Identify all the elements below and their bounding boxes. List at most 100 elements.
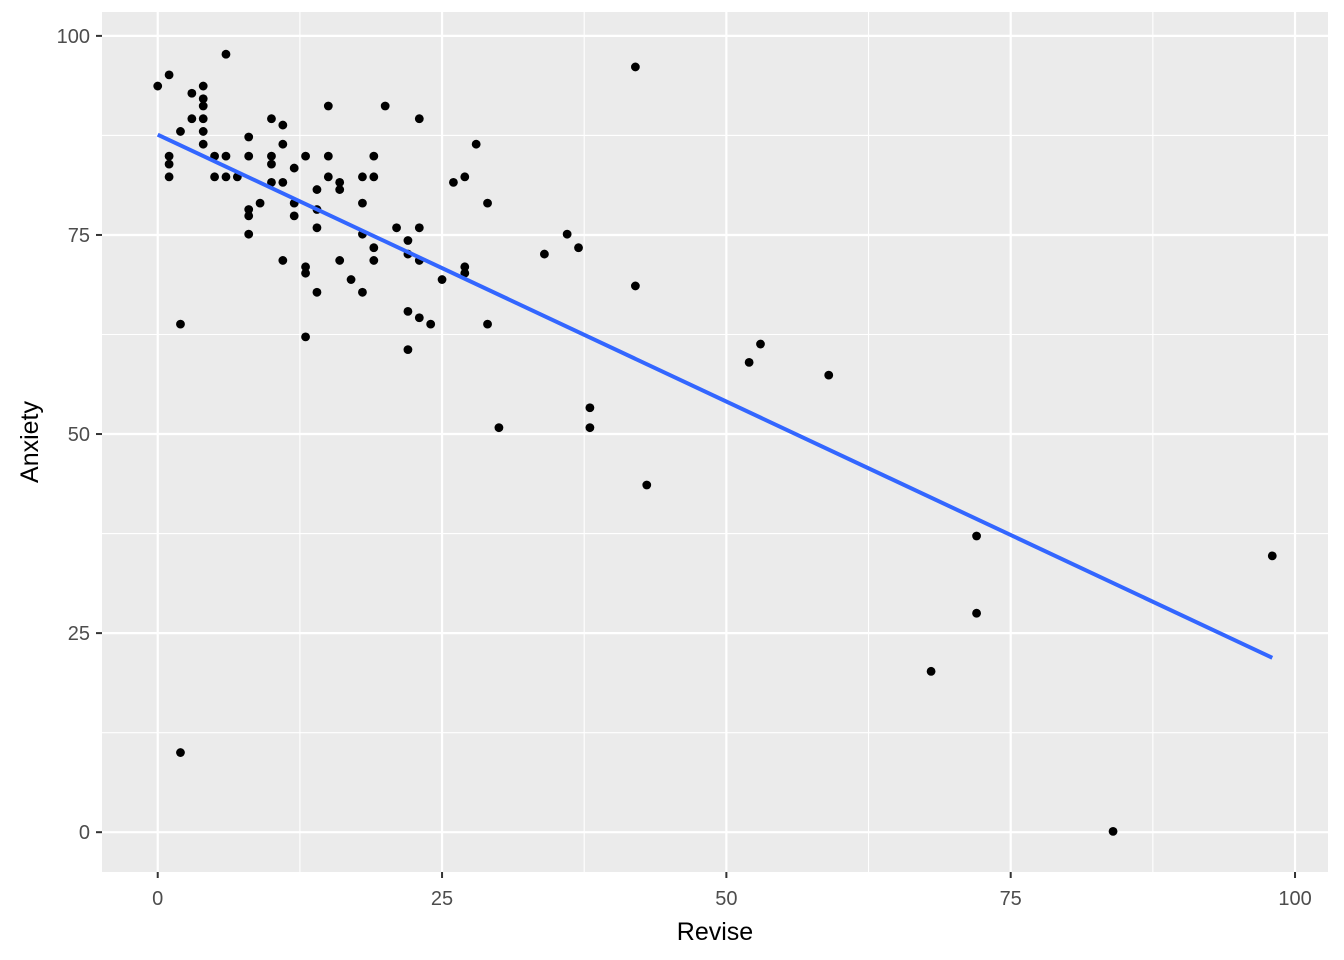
- data-point: [323, 172, 333, 182]
- data-point: [756, 339, 765, 349]
- data-point: [585, 423, 595, 433]
- data-point: [323, 151, 333, 161]
- data-point: [460, 172, 470, 182]
- data-point: [312, 287, 322, 297]
- x-tick-label: 0: [152, 888, 163, 910]
- y-tick-label: 100: [57, 26, 90, 48]
- y-tick-label: 50: [68, 424, 90, 446]
- x-tick-label: 75: [1000, 888, 1022, 910]
- y-axis-ticks: 0 25 50 75 100: [57, 26, 102, 844]
- data-point: [278, 139, 288, 149]
- y-tick-label: 25: [68, 623, 90, 645]
- data-point: [198, 114, 208, 124]
- data-point: [574, 243, 583, 253]
- data-point: [414, 223, 424, 233]
- trend-line: [156, 132, 1274, 660]
- data-point: [380, 101, 390, 111]
- y-tick-label: 0: [79, 822, 90, 844]
- data-point: [176, 748, 185, 757]
- data-point: [301, 268, 310, 278]
- data-point: [335, 178, 345, 187]
- data-point: [630, 281, 640, 291]
- data-point: [630, 62, 640, 72]
- data-point: [153, 81, 163, 91]
- data-point: [301, 332, 310, 342]
- data-point: [369, 151, 379, 161]
- data-point: [335, 256, 345, 265]
- data-point: [403, 345, 413, 355]
- data-point: [176, 127, 185, 136]
- data-point: [278, 178, 288, 187]
- data-point: [244, 229, 254, 239]
- data-point: [483, 198, 492, 208]
- data-point: [1108, 826, 1118, 836]
- data-point: [244, 132, 254, 142]
- data-point: [642, 480, 652, 490]
- data-point: [176, 319, 185, 329]
- data-point: [972, 531, 981, 541]
- data-point: [198, 127, 208, 136]
- data-point: [369, 172, 379, 182]
- data-point: [323, 101, 333, 111]
- data-point: [312, 223, 322, 233]
- data-point: [221, 172, 231, 182]
- data-point: [471, 139, 481, 149]
- data-point: [164, 172, 174, 182]
- data-point: [358, 287, 367, 297]
- data-point: [221, 151, 231, 161]
- minor-gridlines: [102, 12, 1328, 872]
- data-point: [187, 88, 197, 98]
- data-point: [301, 262, 310, 272]
- data-point: [358, 198, 367, 208]
- data-point: [460, 262, 470, 272]
- data-point: [449, 178, 458, 187]
- data-point: [198, 94, 208, 104]
- x-tick-label: 100: [1278, 888, 1311, 910]
- x-tick-label: 50: [715, 888, 737, 910]
- data-point: [483, 319, 492, 329]
- data-point: [403, 236, 413, 245]
- trend-line-group: [156, 132, 1274, 660]
- data-point: [244, 211, 254, 221]
- data-point: [540, 249, 549, 259]
- data-point: [164, 151, 174, 161]
- x-axis-title: Revise: [677, 918, 753, 946]
- data-point: [267, 178, 276, 187]
- data-point: [824, 370, 834, 380]
- data-point: [210, 172, 219, 182]
- data-point: [358, 172, 367, 182]
- data-point: [301, 151, 310, 161]
- data-point: [221, 49, 231, 59]
- data-point: [426, 319, 436, 329]
- data-point: [744, 357, 754, 367]
- data-point: [494, 423, 504, 433]
- data-point: [1267, 551, 1277, 561]
- major-gridlines: [102, 12, 1328, 872]
- data-point: [369, 243, 379, 253]
- y-tick-label: 75: [68, 225, 90, 247]
- data-point: [312, 185, 322, 194]
- data-point: [335, 185, 345, 194]
- x-tick-label: 25: [431, 888, 453, 910]
- data-points: [153, 49, 1277, 836]
- data-point: [392, 223, 401, 233]
- data-point: [289, 163, 299, 173]
- data-point: [278, 120, 288, 130]
- data-point: [267, 159, 276, 169]
- data-point: [187, 114, 197, 124]
- data-point: [267, 151, 276, 161]
- data-point: [255, 198, 265, 208]
- data-point: [346, 275, 356, 284]
- data-point: [198, 101, 208, 111]
- data-point: [414, 313, 424, 323]
- data-point: [562, 229, 572, 239]
- data-point: [267, 114, 276, 124]
- data-point: [244, 151, 254, 161]
- data-point: [369, 256, 379, 265]
- data-point: [437, 275, 447, 284]
- y-axis-title: Anxiety: [16, 401, 44, 483]
- data-point: [164, 159, 174, 169]
- data-point: [414, 114, 424, 124]
- plot-panel: [102, 12, 1328, 872]
- data-point: [926, 666, 936, 676]
